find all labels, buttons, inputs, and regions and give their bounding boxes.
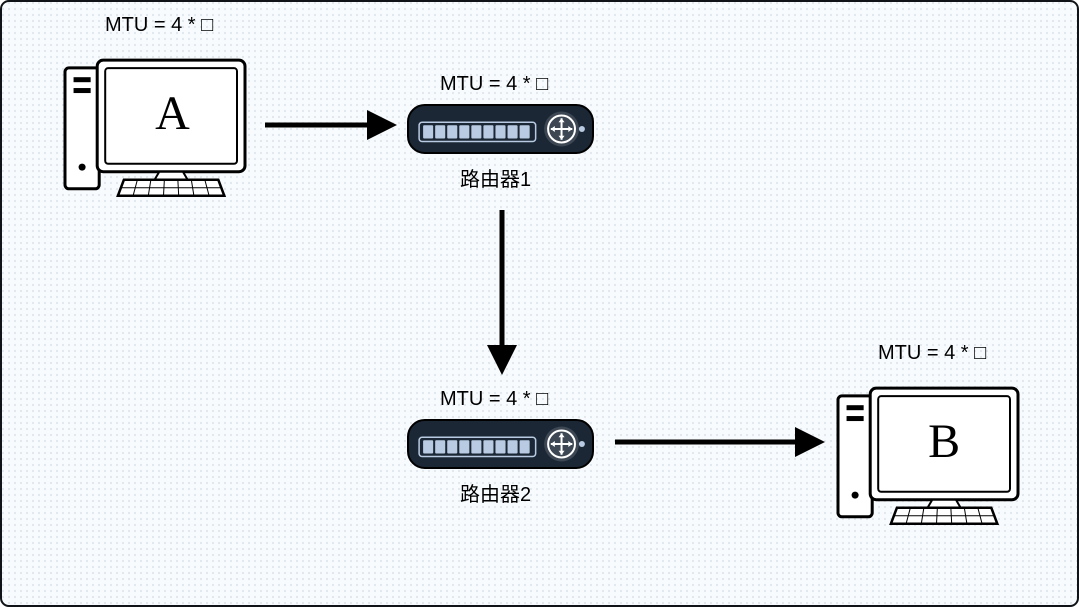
mtu-label: MTU = 4 * □ xyxy=(105,14,213,37)
host-letter: B xyxy=(928,414,960,469)
router-icon xyxy=(408,105,593,153)
router-caption: 路由器1 xyxy=(460,163,531,192)
mtu-label: MTU = 4 * □ xyxy=(440,73,548,96)
router-caption: 路由器2 xyxy=(460,478,531,507)
host-letter: A xyxy=(155,86,190,141)
mtu-label: MTU = 4 * □ xyxy=(878,342,986,365)
router-icon xyxy=(408,420,593,468)
mtu-label: MTU = 4 * □ xyxy=(440,388,548,411)
